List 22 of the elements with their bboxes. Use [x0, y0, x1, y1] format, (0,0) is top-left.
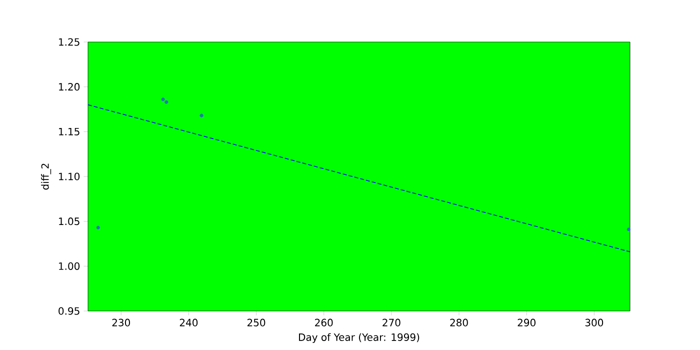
- point: [164, 100, 168, 104]
- point: [626, 228, 630, 232]
- point: [161, 98, 165, 102]
- x-tick-label: 260: [315, 318, 333, 326]
- x-tick-label: 270: [382, 318, 400, 326]
- y-tick-label: 1.10: [59, 172, 80, 180]
- y-tick-label: 1.00: [59, 262, 80, 270]
- x-tick-label: 290: [518, 318, 536, 326]
- x-axis-title: Day of Year (Year: 1999): [299, 333, 420, 343]
- x-tick-label: 240: [180, 318, 198, 326]
- x-tick-label: 230: [112, 318, 130, 326]
- y-tick-label: 0.95: [58, 307, 80, 315]
- point: [200, 114, 204, 118]
- y-tick-label: 1.20: [59, 83, 80, 91]
- x-tick-label: 280: [450, 318, 468, 326]
- y-axis-title: diff_2: [41, 164, 52, 190]
- x-tick-label: 250: [247, 318, 266, 326]
- point: [96, 226, 100, 230]
- y-tick-label: 1.25: [59, 38, 80, 46]
- x-tick-label: 300: [585, 318, 604, 326]
- y-tick-label: 1.05: [59, 218, 80, 226]
- y-tick-label: 1.15: [59, 128, 80, 136]
